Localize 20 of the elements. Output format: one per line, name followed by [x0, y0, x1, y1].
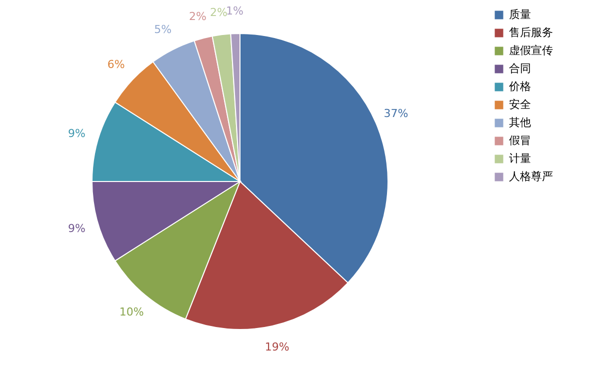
data-label: 37% [384, 106, 408, 120]
legend-label: 其他 [509, 116, 531, 129]
legend-label: 人格尊严 [509, 170, 553, 183]
data-label: 10% [119, 305, 144, 318]
legend-label: 假冒 [509, 134, 531, 147]
data-label: 6% [107, 58, 125, 72]
data-label: 1% [226, 4, 244, 18]
legend-label: 合同 [509, 62, 531, 75]
legend-label: 价格 [508, 80, 531, 93]
data-label: 9% [68, 222, 86, 235]
legend-label: 质量 [509, 8, 531, 21]
legend-label: 售后服务 [509, 26, 553, 39]
data-label: 19% [264, 340, 290, 354]
legend-label: 虚假宣传 [509, 44, 553, 57]
data-label: 5% [154, 23, 172, 36]
data-label: 2% [210, 6, 228, 19]
data-label: 9% [68, 127, 86, 140]
legend-label: 计量 [509, 152, 531, 165]
data-label: 2% [188, 10, 206, 23]
legend-label: 安全 [509, 98, 531, 111]
